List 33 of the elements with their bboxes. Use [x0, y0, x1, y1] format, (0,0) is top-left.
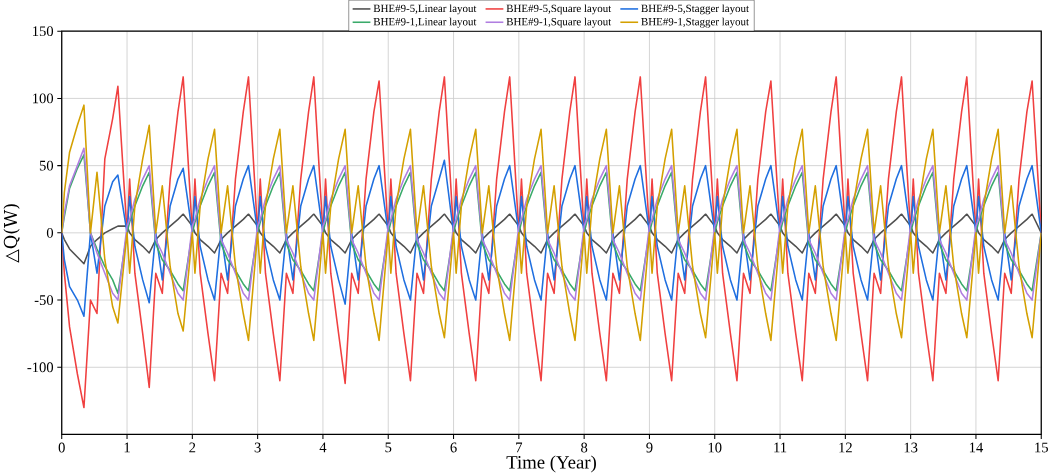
x-tick-label: 10 — [708, 442, 722, 453]
x-tick-label: 11 — [774, 442, 787, 453]
y-tick-label: 150 — [33, 26, 54, 37]
y-axis-title: △Q(W) — [3, 204, 20, 263]
x-tick-label: 3 — [254, 442, 261, 453]
x-tick-label: 7 — [516, 442, 523, 453]
x-tick-label: 1 — [124, 442, 130, 453]
y-tick-label: -100 — [27, 362, 54, 373]
x-axis-title: Time (Year) — [506, 455, 596, 473]
y-tick-label: 50 — [39, 160, 54, 171]
legend-label: BHE#9-5,Linear layout — [373, 4, 477, 15]
legend-label: BHE#9-1,Stagger layout — [641, 17, 749, 28]
x-tick-label: 13 — [904, 442, 918, 453]
legend-label: BHE#9-5,Stagger layout — [641, 4, 749, 15]
x-tick-label: 4 — [319, 442, 327, 453]
x-tick-label: 6 — [450, 442, 457, 453]
x-tick-label: 12 — [839, 442, 852, 453]
x-tick-label: 8 — [581, 442, 588, 453]
x-tick-label: 9 — [646, 442, 653, 453]
y-tick-label: 0 — [46, 227, 54, 238]
y-tick-label: -50 — [34, 295, 54, 306]
x-tick-label: 2 — [189, 442, 196, 453]
line-series — [61, 159, 1042, 318]
line-series — [61, 104, 1042, 342]
legend-label: BHE#9-1,Square layout — [506, 17, 612, 28]
y-tick-label: 100 — [33, 93, 54, 104]
x-tick-label: 0 — [58, 442, 65, 453]
x-tick-label: 14 — [969, 442, 984, 453]
line-series — [61, 76, 1042, 409]
x-tick-label: 5 — [385, 442, 392, 453]
x-tick-label: 15 — [1035, 442, 1048, 453]
legend-label: BHE#9-1,Linear layout — [373, 17, 477, 28]
legend-label: BHE#9-5,Square layout — [506, 4, 612, 15]
